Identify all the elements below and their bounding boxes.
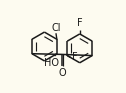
Text: F: F — [77, 18, 83, 28]
Text: Cl: Cl — [51, 23, 61, 33]
Text: F: F — [72, 52, 77, 62]
Text: O: O — [59, 68, 66, 78]
Text: HO: HO — [44, 58, 59, 68]
